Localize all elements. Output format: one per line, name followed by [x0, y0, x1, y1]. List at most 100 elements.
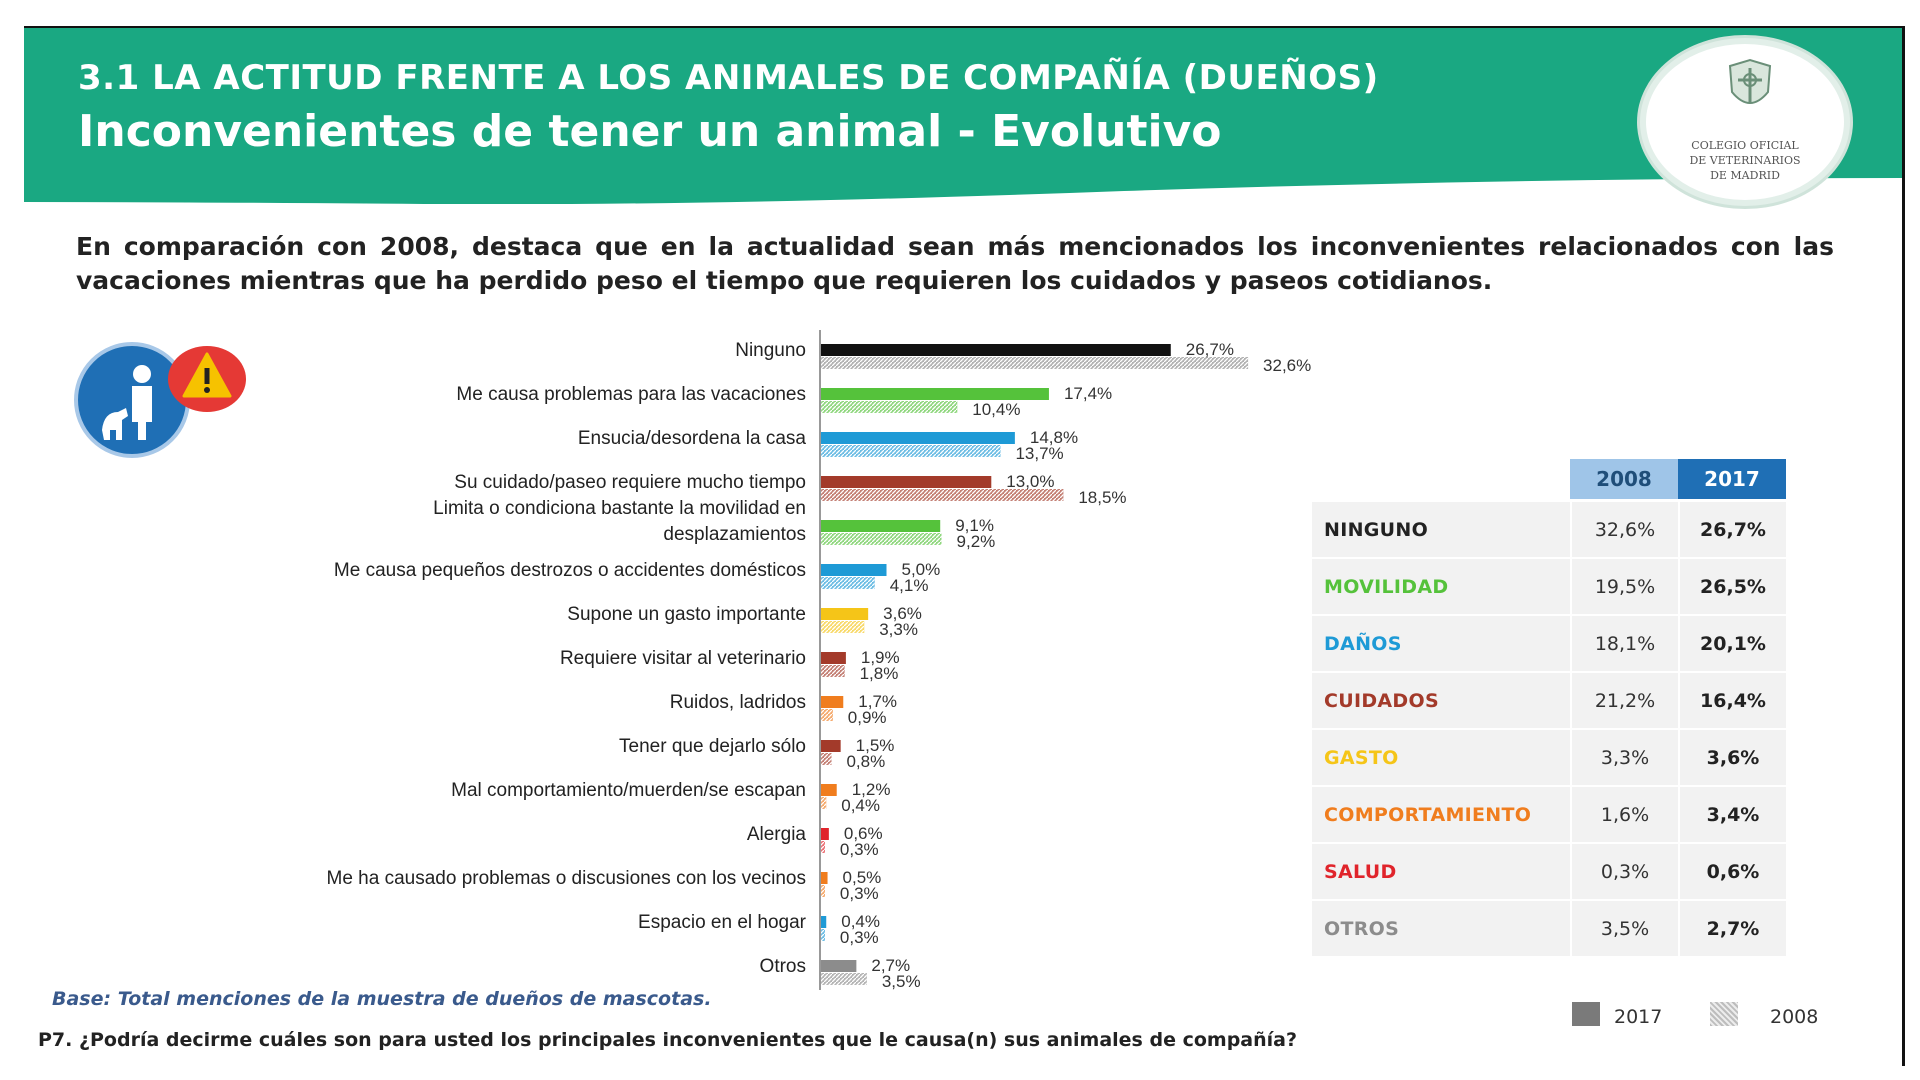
table-header-2017: 2017	[1678, 459, 1786, 499]
bar-2017	[821, 520, 941, 532]
legend-swatch	[1572, 1002, 1600, 1026]
table-row: CUIDADOS 21,2% 16,4%	[1312, 673, 1786, 730]
bar-2017	[821, 828, 829, 840]
category-label: Su cuidado/paseo requiere mucho tiempo	[454, 472, 806, 493]
table-row: GASTO 3,3% 3,6%	[1312, 730, 1786, 787]
value-label-2017: 2,7%	[871, 956, 910, 975]
table-value-2017: 16,4%	[1678, 673, 1786, 730]
table-value-2017: 26,5%	[1678, 559, 1786, 616]
table-value-2008: 21,2%	[1570, 673, 1678, 730]
value-label-2008: 0,3%	[840, 928, 879, 947]
bar-2008-hatch	[821, 533, 942, 545]
table-value-2008: 32,6%	[1570, 502, 1678, 559]
bar-2017	[821, 872, 828, 884]
summary-text: En comparación con 2008, destaca que en …	[76, 232, 1834, 295]
bar-2017	[821, 960, 857, 972]
value-label-2017: 5,0%	[902, 560, 941, 579]
bar-2008-hatch	[821, 665, 845, 677]
table-value-2008: 1,6%	[1570, 787, 1678, 844]
value-label-2017: 0,4%	[841, 912, 880, 931]
value-label-2008: 4,1%	[890, 576, 929, 595]
value-label-2008: 1,8%	[860, 664, 899, 683]
bar-2008-hatch	[821, 885, 825, 897]
banner-background	[24, 28, 1902, 204]
table-header-2008: 2008	[1570, 459, 1678, 499]
value-label-2008: 10,4%	[972, 400, 1020, 419]
bar-2017	[821, 740, 841, 752]
table-row: NINGUNO 32,6% 26,7%	[1312, 502, 1786, 559]
survey-question: P7. ¿Podría decirme cuáles son para uste…	[38, 1029, 1298, 1051]
category-label: Me ha causado problemas o discusiones co…	[327, 868, 807, 889]
value-label-2008: 32,6%	[1263, 356, 1311, 375]
bar-2008-hatch	[821, 357, 1249, 369]
logo-line-2: DE VETERINARIOS	[1689, 154, 1801, 167]
bar-2008-hatch	[821, 929, 825, 941]
category-label: Ensucia/desordena la casa	[578, 428, 807, 449]
bar-2017	[821, 696, 844, 708]
table-row: DAÑOS 18,1% 20,1%	[1312, 616, 1786, 673]
table-category: SALUD	[1324, 861, 1397, 883]
bar-2008-hatch	[821, 973, 867, 985]
logo-text: COLEGIO OFICIAL DE VETERINARIOS DE MADRI…	[1646, 138, 1844, 183]
value-label-2017: 1,9%	[861, 648, 900, 667]
table-category: COMPORTAMIENTO	[1324, 804, 1532, 826]
bar-2008-hatch	[821, 489, 1064, 501]
bar-2017	[821, 608, 869, 620]
value-label-2017: 26,7%	[1186, 340, 1234, 359]
value-label-2008: 0,3%	[840, 884, 879, 903]
bar-2017	[821, 344, 1171, 356]
table-row: COMPORTAMIENTO 1,6% 3,4%	[1312, 787, 1786, 844]
value-label-2008: 13,7%	[1015, 444, 1063, 463]
value-label-2017: 1,7%	[858, 692, 897, 711]
legend-swatch	[1710, 1002, 1738, 1026]
table-value-2017: 3,4%	[1678, 787, 1786, 844]
category-label: Supone un gasto importante	[567, 604, 806, 625]
category-label: Espacio en el hogar	[638, 912, 807, 933]
table-category: CUIDADOS	[1324, 690, 1439, 712]
category-label: Mal comportamiento/muerden/se escapan	[451, 780, 806, 801]
table-value-2008: 3,5%	[1570, 901, 1678, 958]
value-label-2017: 14,8%	[1030, 428, 1078, 447]
table-value-2008: 3,3%	[1570, 730, 1678, 787]
bar-2008-hatch	[821, 709, 833, 721]
category-label: Otros	[760, 956, 806, 977]
value-label-2017: 1,5%	[856, 736, 895, 755]
table-value-2017: 3,6%	[1678, 730, 1786, 787]
value-label-2017: 9,1%	[955, 516, 994, 535]
college-logo: COLEGIO OFICIAL DE VETERINARIOS DE MADRI…	[1640, 38, 1850, 206]
value-label-2008: 0,4%	[841, 796, 880, 815]
warning-icon	[168, 346, 246, 412]
value-label-2008: 9,2%	[957, 532, 996, 551]
category-label: Ruidos, ladridos	[670, 692, 806, 713]
value-label-2008: 18,5%	[1078, 488, 1126, 507]
table-row: OTROS 3,5% 2,7%	[1312, 901, 1786, 958]
table-value-2017: 2,7%	[1678, 901, 1786, 958]
category-label: Requiere visitar al veterinario	[560, 648, 806, 669]
category-label: Limita o condiciona bastante la movilida…	[433, 498, 806, 519]
bar-chart: Ninguno 26,7% 32,6% Me causa problemas para…	[327, 330, 1311, 990]
page-title: Inconvenientes de tener un animal - Evol…	[78, 106, 1222, 157]
bar-2017	[821, 476, 992, 488]
category-label: Me causa pequeños destrozos o accidentes…	[334, 560, 806, 581]
bar-2017	[821, 388, 1049, 400]
legend-label: 2017	[1614, 1006, 1663, 1028]
frame-top-border	[24, 26, 1904, 28]
value-label-2017: 3,6%	[883, 604, 922, 623]
logo-line-1: COLEGIO OFICIAL	[1691, 139, 1799, 152]
value-label-2008: 3,5%	[882, 972, 921, 990]
category-label: Ninguno	[735, 340, 806, 361]
table-value-2008: 19,5%	[1570, 559, 1678, 616]
table-category: OTROS	[1324, 918, 1400, 940]
value-label-2017: 0,5%	[843, 868, 882, 887]
value-label-2017: 0,6%	[844, 824, 883, 843]
frame-right-border	[1902, 26, 1905, 1066]
table-value-2017: 20,1%	[1678, 616, 1786, 673]
value-label-2017: 1,2%	[852, 780, 891, 799]
table-category: DAÑOS	[1324, 633, 1402, 655]
bar-2008-hatch	[821, 577, 875, 589]
value-label-2017: 13,0%	[1006, 472, 1054, 491]
bar-2017	[821, 916, 827, 928]
bar-2008-hatch	[821, 753, 832, 765]
crest-icon	[1728, 58, 1772, 104]
bar-2008-hatch	[821, 841, 825, 853]
